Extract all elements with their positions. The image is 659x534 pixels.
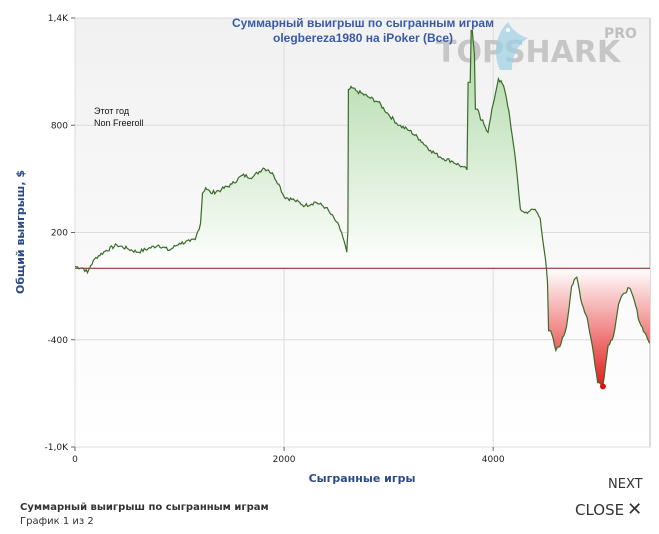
footer-title: Суммарный выигрыш по сыгранным играм bbox=[20, 502, 269, 513]
x-tick-label: 0 bbox=[72, 455, 78, 465]
close-icon: ✕ bbox=[627, 499, 643, 520]
close-label: CLOSE bbox=[575, 501, 625, 519]
chart-title: Суммарный выигрыш по сыгранным играм bbox=[232, 16, 494, 30]
annotation-year: Этот год bbox=[94, 106, 130, 116]
topshark-logo: TOPSHARK PRO bbox=[436, 22, 637, 70]
positive-area bbox=[75, 30, 650, 269]
x-axis-title: Сыгранные игры bbox=[309, 472, 416, 485]
annotation-non-freeroll: Non Freeroll bbox=[94, 118, 144, 128]
logo-text: TOPSHARK bbox=[436, 35, 622, 70]
series-line bbox=[75, 29, 650, 387]
negative-area bbox=[75, 268, 650, 386]
axis-ticks: -1,0K -400 200 800 1,4K 0 2000 4000 bbox=[45, 14, 505, 465]
y-tick-label: 200 bbox=[51, 229, 68, 239]
end-point-marker bbox=[599, 383, 606, 390]
footer-subtitle: График 1 из 2 bbox=[20, 516, 94, 527]
x-tick-label: 4000 bbox=[482, 455, 505, 465]
close-button[interactable]: CLOSE ✕ bbox=[575, 499, 643, 520]
next-button[interactable]: NEXT bbox=[608, 477, 643, 492]
y-tick-label: 800 bbox=[51, 121, 68, 131]
y-tick-label: -400 bbox=[48, 336, 69, 346]
y-axis-title: Общий выигрыш, $ bbox=[14, 170, 27, 294]
chart-subtitle: olegbereza1980 на iPoker (Все) bbox=[273, 31, 453, 45]
y-tick-label: -1,0K bbox=[45, 443, 70, 453]
logo-pro: PRO bbox=[604, 26, 637, 42]
y-tick-label: 1,4K bbox=[48, 14, 69, 24]
x-tick-label: 2000 bbox=[273, 455, 296, 465]
shark-icon bbox=[495, 22, 528, 70]
